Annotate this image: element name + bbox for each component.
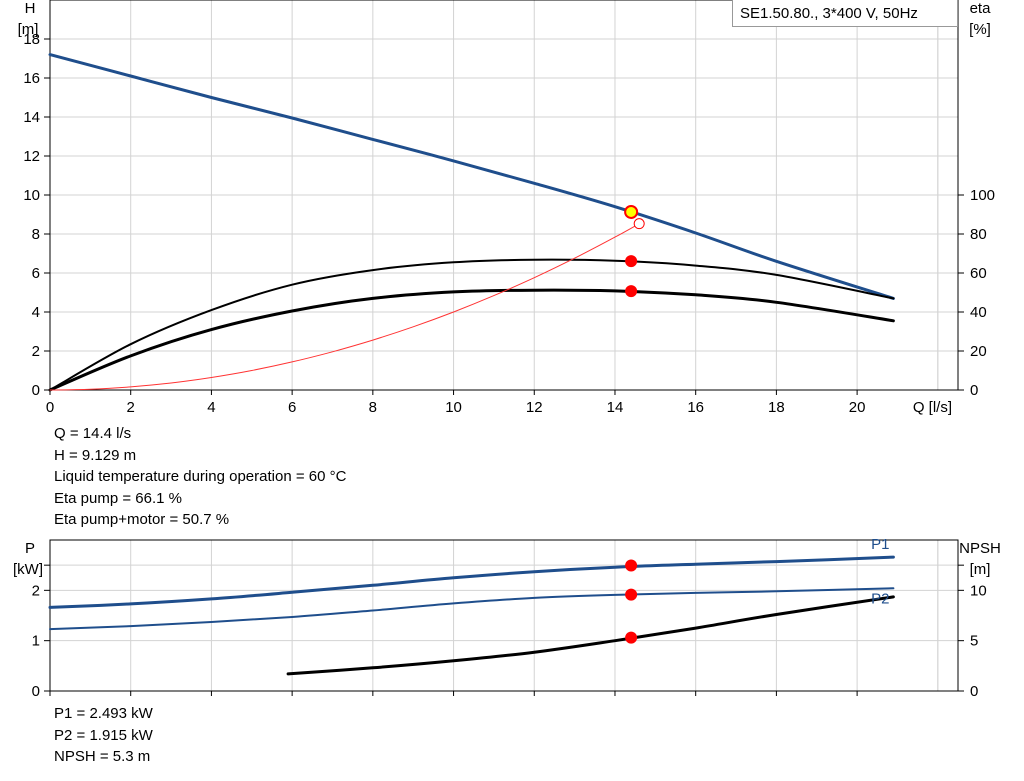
x-tick-label: 14	[607, 399, 624, 416]
y-right-tick-label: 5	[970, 633, 978, 650]
y-left-unit: [kW]	[13, 561, 43, 578]
info-npsh: NPSH = 5.3 m	[54, 748, 151, 765]
x-tick-label: 18	[768, 399, 785, 416]
y-left-tick-label: 12	[23, 148, 40, 165]
duty-point-eta-pump	[625, 255, 638, 268]
y-left-tick-label: 1	[32, 633, 40, 650]
x-tick-label: 20	[849, 399, 866, 416]
y-left-label: H	[25, 0, 36, 17]
x-tick-label: 12	[526, 399, 543, 416]
series-label-p1: P1	[871, 536, 889, 553]
info-eta-pump: Eta pump = 66.1 %	[54, 489, 182, 507]
info-p1: P1 = 2.493 kW	[54, 705, 153, 722]
series-h	[48, 53, 895, 300]
info-eta-total: Eta pump+motor = 50.7 %	[54, 511, 230, 528]
duty-point-p1	[625, 559, 638, 572]
y-right-label: NPSH	[959, 540, 1001, 557]
duty-point-p2	[625, 588, 638, 601]
y-right-tick-label: 0	[970, 683, 978, 700]
duty-point-h	[624, 204, 639, 219]
series-system-curve	[49, 223, 640, 391]
y-left-tick-label: 4	[32, 304, 40, 321]
y-left-tick-label: 2	[32, 343, 40, 360]
y-right-tick-label: 40	[970, 304, 987, 321]
info-p2: P2 = 1.915 kW	[54, 726, 153, 744]
header-box-text: SE1.50.80., 3*400 V, 50Hz	[740, 5, 918, 22]
y-right-tick-label: 100	[970, 187, 995, 204]
series-p1	[48, 555, 895, 609]
series-label-p2: P2	[871, 590, 889, 607]
y-right-unit: [m]	[970, 561, 991, 578]
series-p2	[49, 587, 895, 631]
y-left-tick-label: 2	[32, 582, 40, 599]
system-curve-end-marker	[633, 218, 645, 230]
x-axis-label: Q [l/s]	[913, 399, 952, 416]
y-right-tick-label: 80	[970, 226, 987, 243]
y-right-tick-label: 60	[970, 265, 987, 282]
y-left-tick-label: 8	[32, 226, 40, 243]
x-tick-label: 6	[288, 399, 296, 416]
chart-0	[44, 0, 964, 395]
x-tick-label: 2	[127, 399, 135, 416]
plot-frame	[49, 539, 959, 692]
y-left-tick-label: 10	[23, 187, 40, 204]
y-left-tick-label: 0	[32, 382, 40, 399]
series-npsh	[286, 595, 895, 676]
y-left-unit: [m]	[18, 21, 39, 38]
y-right-label: eta	[970, 0, 992, 17]
power-info: P1 = 2.493 kW P2 = 1.915 kW NPSH = 5.3 m	[54, 703, 153, 768]
y-left-tick-label: 16	[23, 70, 40, 87]
series-eta-total	[48, 288, 895, 392]
y-left-tick-label: 0	[32, 683, 40, 700]
x-tick-label: 10	[445, 399, 462, 416]
x-tick-label: 4	[207, 399, 215, 416]
duty-point-npsh	[625, 631, 638, 644]
duty-point-eta-total	[625, 285, 638, 298]
y-right-tick-label: 10	[970, 582, 987, 599]
info-q: Q = 14.4 l/s	[54, 425, 132, 442]
y-left-tick-label: 14	[23, 109, 40, 126]
series-eta-pump	[49, 258, 895, 391]
x-tick-label: 8	[369, 399, 377, 416]
info-h: H = 9.129 m	[54, 446, 137, 464]
y-left-tick-label: 6	[32, 265, 40, 282]
y-right-unit: [%]	[969, 21, 991, 38]
y-left-tick-label: 18	[23, 31, 40, 48]
chart-1	[44, 539, 964, 696]
y-right-tick-label: 0	[970, 382, 978, 399]
y-right-tick-label: 20	[970, 343, 987, 360]
y-left-label: P	[25, 540, 35, 557]
header-box: SE1.50.80., 3*400 V, 50Hz	[732, 0, 958, 27]
x-tick-label: 16	[687, 399, 704, 416]
info-liquid-temp: Liquid temperature during operation = 60…	[54, 468, 347, 485]
x-tick-label: 0	[46, 399, 54, 416]
duty-point-info: Q = 14.4 l/s H = 9.129 m Liquid temperat…	[54, 423, 346, 531]
